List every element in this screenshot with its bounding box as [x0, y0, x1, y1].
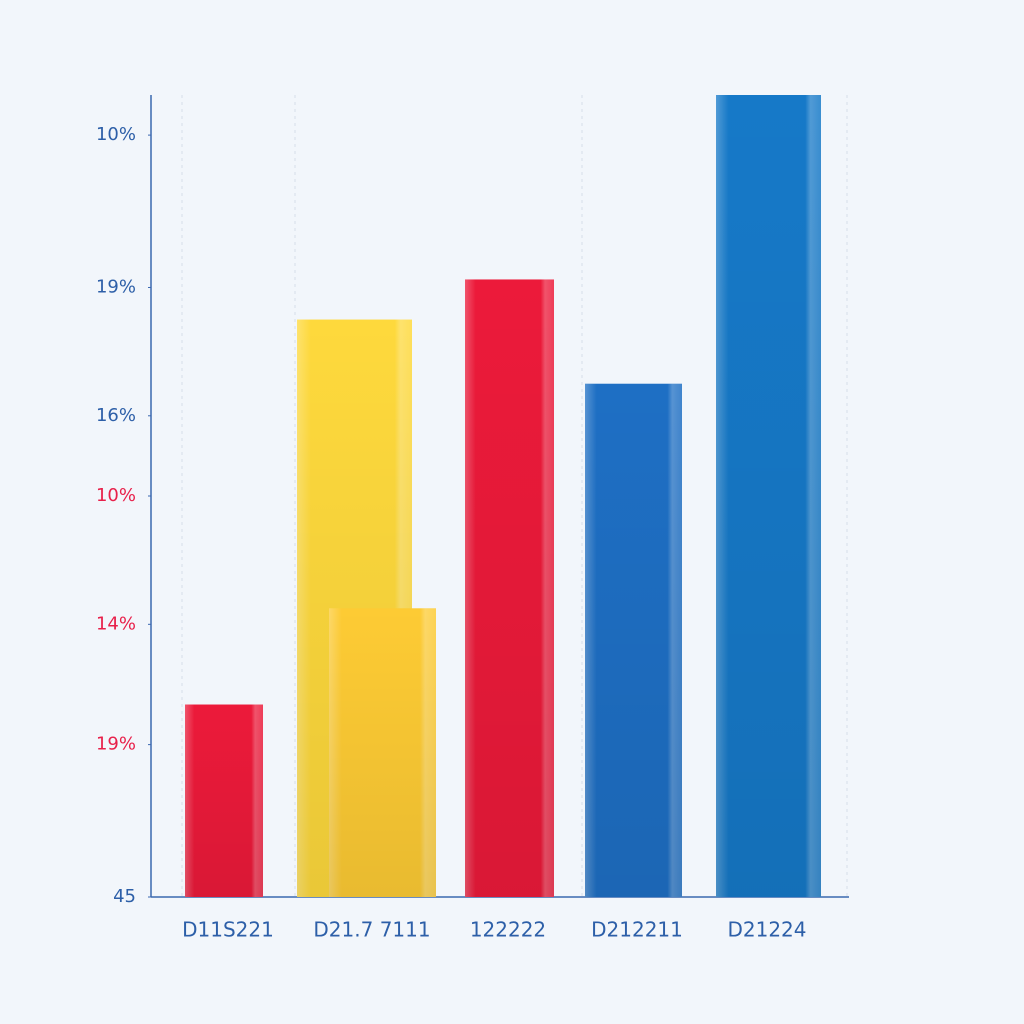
y-tick-label: 16% — [96, 405, 136, 426]
y-tick-label: 19% — [96, 276, 136, 297]
y-tick-label: 45 — [113, 886, 136, 907]
bar — [465, 279, 554, 898]
x-tick-label: 122222 — [470, 918, 546, 942]
bar — [716, 95, 821, 897]
y-tick-label: 10% — [96, 485, 136, 506]
bar — [585, 383, 682, 898]
y-tick-label: 14% — [96, 613, 136, 634]
x-tick-label: D21224 — [727, 918, 806, 942]
x-tick-label: D11S221 — [182, 918, 274, 942]
x-tick-label: D21.7 7111 — [313, 918, 430, 942]
bar — [329, 608, 436, 897]
decorative-guides — [181, 95, 848, 897]
x-tick-label: D212211 — [591, 918, 683, 942]
y-tick-label: 19% — [96, 734, 136, 755]
bar — [185, 704, 263, 897]
y-tick-label: 10% — [96, 124, 136, 145]
